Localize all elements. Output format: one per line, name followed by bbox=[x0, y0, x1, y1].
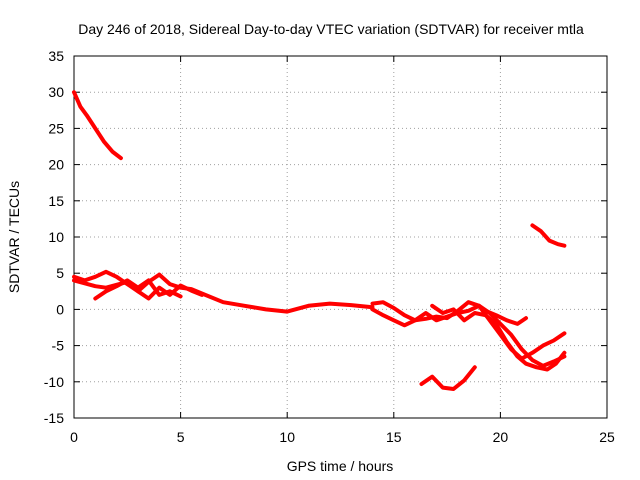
x-tick-label: 25 bbox=[599, 429, 615, 445]
x-axis-label: GPS time / hours bbox=[287, 458, 394, 474]
y-tick-label: 25 bbox=[48, 120, 64, 136]
grid bbox=[74, 56, 607, 418]
x-tick-label: 0 bbox=[70, 429, 78, 445]
x-tick-label: 15 bbox=[386, 429, 402, 445]
x-tick-label: 20 bbox=[493, 429, 509, 445]
series-arc-9 bbox=[419, 365, 477, 391]
y-tick-label: 10 bbox=[48, 229, 64, 245]
y-tick-label: 30 bbox=[48, 84, 64, 100]
x-tick-label: 5 bbox=[177, 429, 185, 445]
series-arc-6 bbox=[370, 303, 567, 368]
y-tick-label: -15 bbox=[44, 410, 64, 426]
y-tick-label: 0 bbox=[56, 301, 64, 317]
y-tick-label: 15 bbox=[48, 193, 64, 209]
y-tick-label: 20 bbox=[48, 157, 64, 173]
x-tick-label: 10 bbox=[279, 429, 295, 445]
series bbox=[72, 90, 567, 391]
y-tick-label: 5 bbox=[56, 265, 64, 281]
series-arc-1 bbox=[72, 90, 123, 161]
series-arc-5 bbox=[370, 300, 567, 361]
chart-title: Day 246 of 2018, Sidereal Day-to-day VTE… bbox=[78, 21, 584, 37]
y-tick-label: -10 bbox=[44, 374, 64, 390]
series-arc-4 bbox=[93, 278, 183, 301]
axis-ticks: 0 5 10 15 20 25 -15 -10 -5 0 5 10 15 20 25 30 35 bbox=[44, 48, 615, 445]
series-arc-3 bbox=[72, 278, 204, 301]
y-tick-label: 35 bbox=[48, 48, 64, 64]
series-arc-8 bbox=[483, 308, 528, 326]
y-tick-label: -5 bbox=[52, 338, 65, 354]
series-arc-10 bbox=[530, 223, 567, 248]
series-arc-7 bbox=[430, 303, 567, 372]
y-axis-label: SDTVAR / TECUs bbox=[6, 181, 22, 293]
